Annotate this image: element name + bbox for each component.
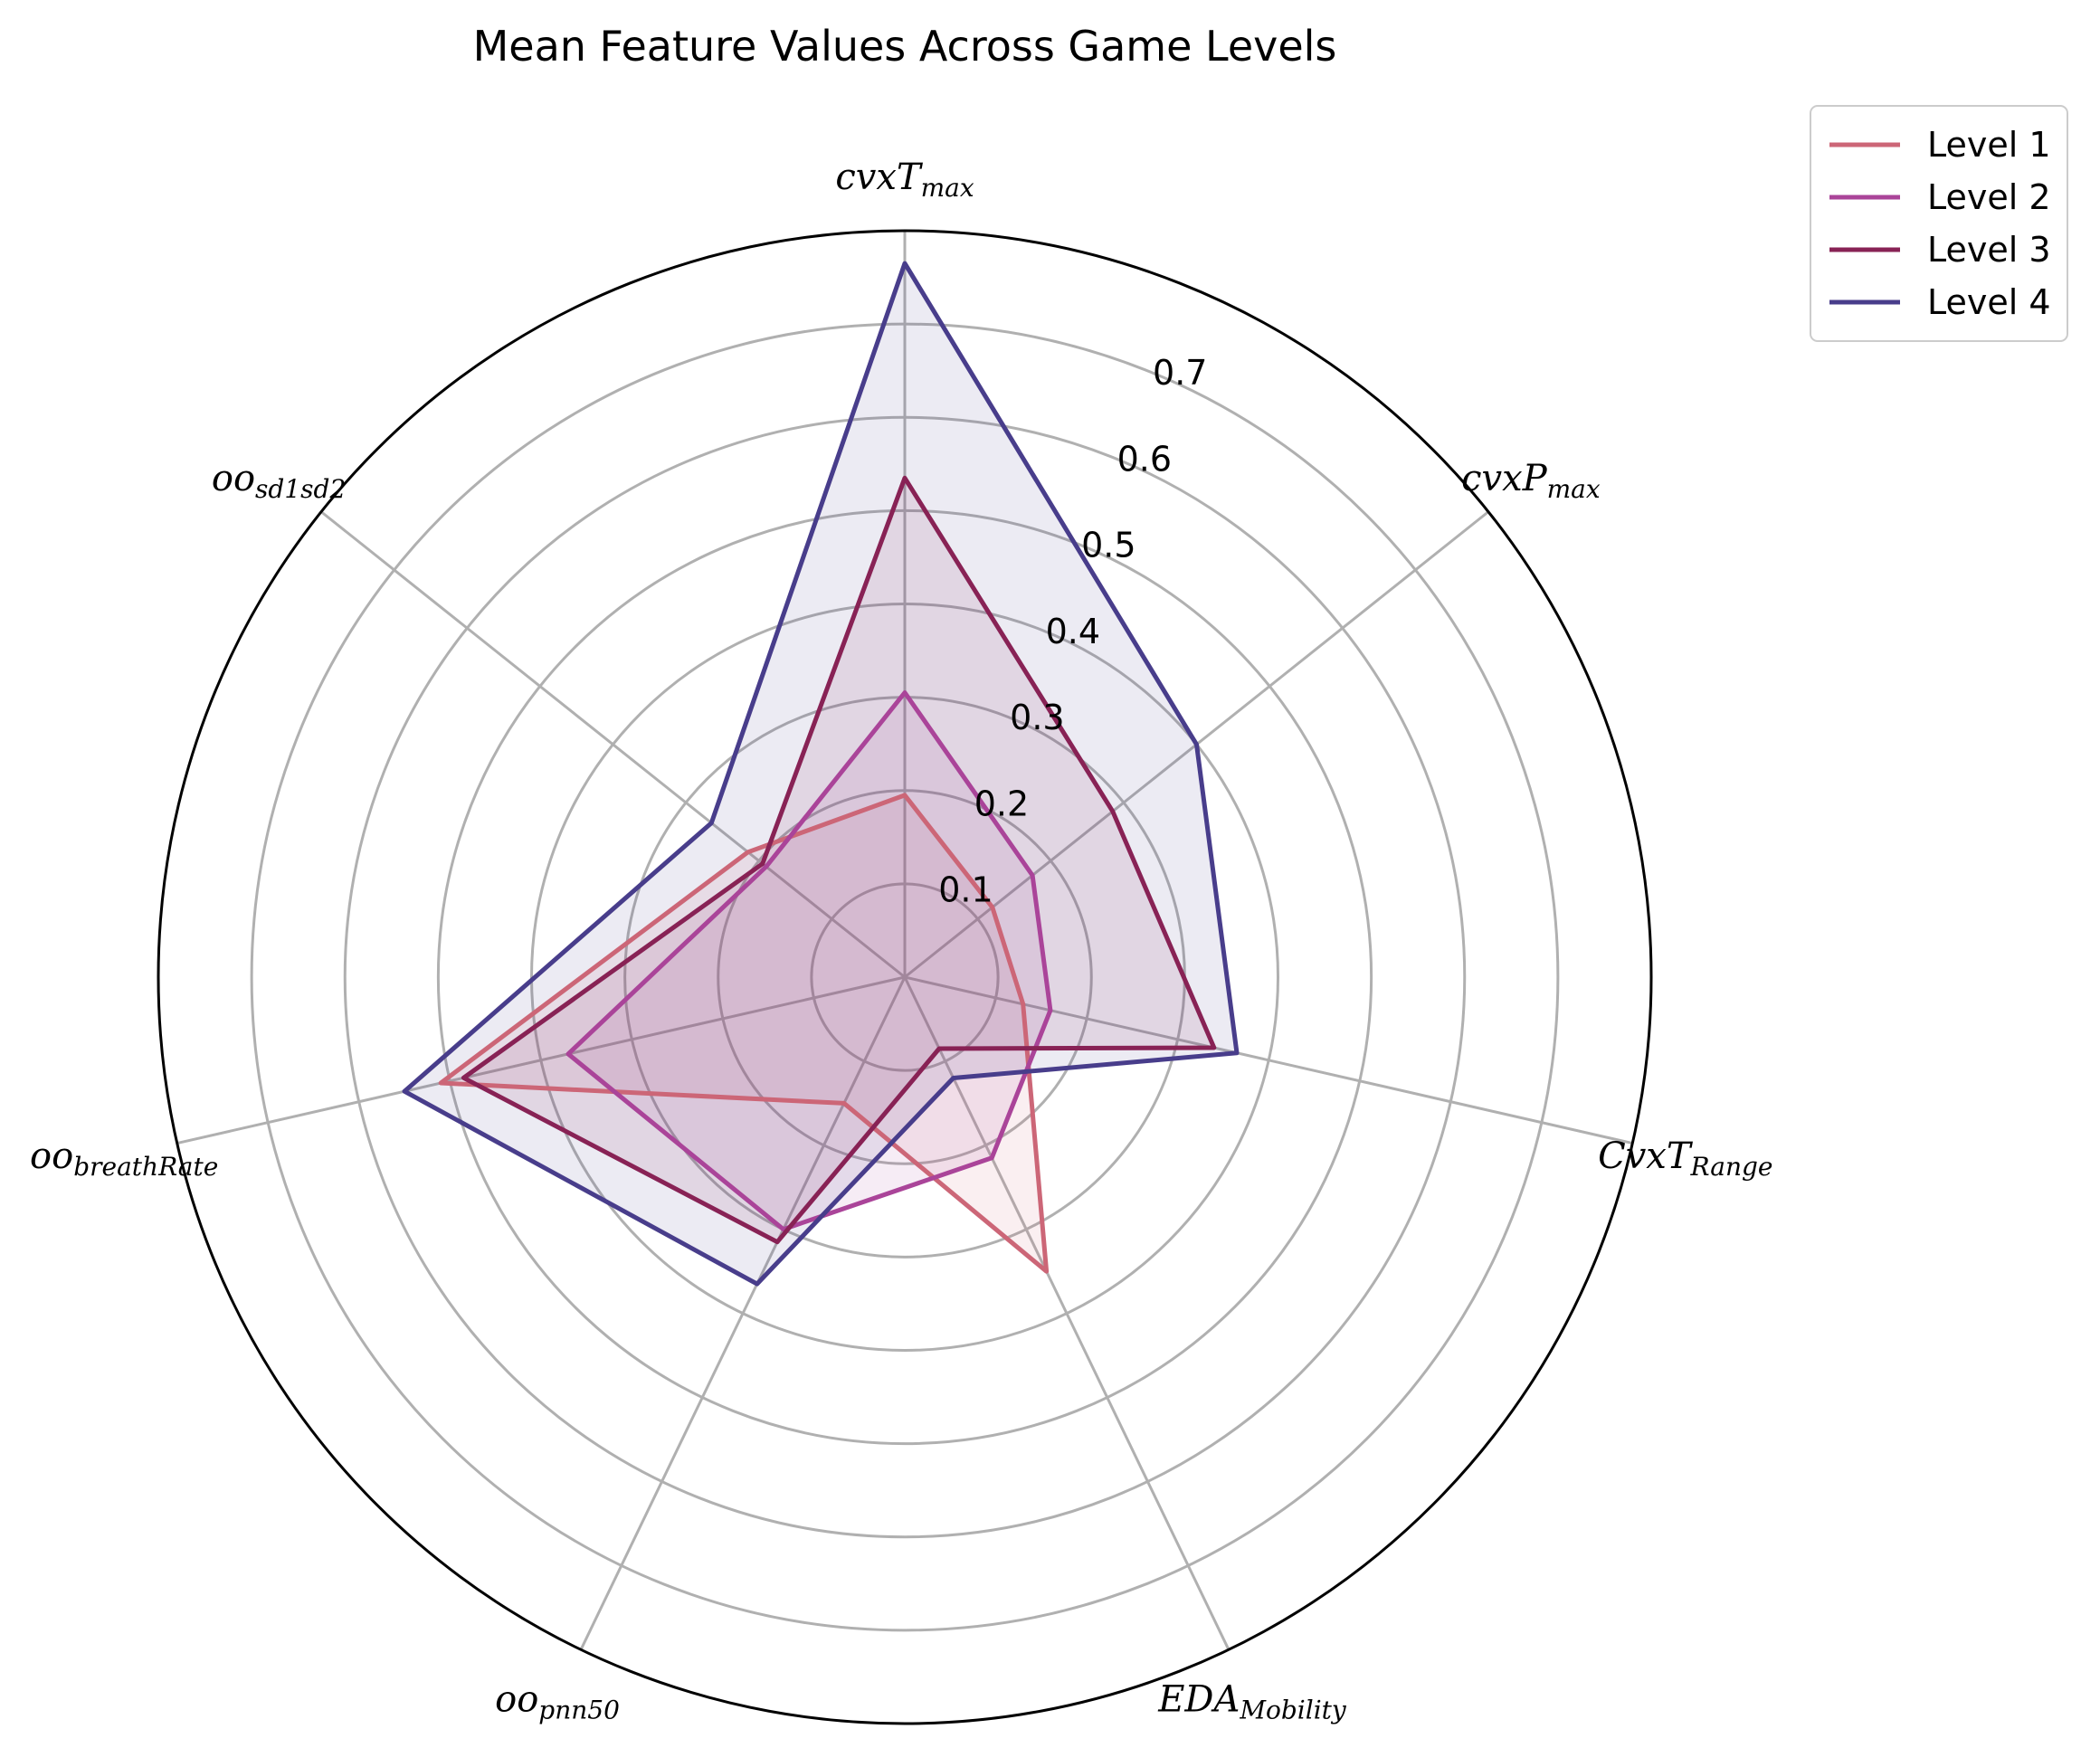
radar-grid <box>157 229 1653 1725</box>
axis-label: CvxTRange <box>1598 1135 1772 1182</box>
chart-title: Mean Feature Values Across Game Levels <box>473 22 1337 71</box>
axis-label: cvxTmax <box>835 157 974 203</box>
grid-spoke <box>579 976 907 1650</box>
series-line-level-1 <box>438 793 1050 1274</box>
grid-spoke <box>904 975 1633 1145</box>
legend: Level 1 Level 2 Level 3 Level 4 <box>1810 105 2068 342</box>
grid-spoke <box>320 510 906 979</box>
series-line-level-3 <box>461 475 1217 1245</box>
legend-box <box>1810 105 2068 342</box>
axis-label: oopnn50 <box>495 1678 620 1724</box>
axis-labels: cvxTmax cvxPmax CvxTRange EDAMobility oopnn5… <box>30 157 1772 1724</box>
series-line-level-4 <box>402 261 1240 1287</box>
series-fills <box>404 263 1237 1285</box>
legend-label-level-4: Level 4 <box>1927 282 2051 322</box>
axis-label: oosd1sd2 <box>212 458 346 504</box>
grid-spoke <box>903 976 1231 1650</box>
series-fill-level-3 <box>463 478 1214 1242</box>
legend-label-level-3: Level 3 <box>1927 230 2051 270</box>
series-fill-level-1 <box>441 794 1047 1272</box>
series-fill-level-4 <box>404 263 1237 1285</box>
r-tick-label: 0.6 <box>1117 439 1172 479</box>
axis-label: oobreathRate <box>30 1135 218 1182</box>
legend-label-level-1: Level 1 <box>1927 125 2051 165</box>
series-line-level-2 <box>565 690 1053 1232</box>
axis-label: EDAMobility <box>1157 1678 1347 1724</box>
r-tick-label: 0.4 <box>1046 612 1100 651</box>
series-lines <box>402 261 1240 1287</box>
r-tick-label: 0.3 <box>1010 698 1064 737</box>
axis-label: cvxPmax <box>1461 458 1601 504</box>
grid-spoke <box>176 975 906 1145</box>
radial-tick-labels: 0.1 0.2 0.3 0.4 0.5 0.6 0.7 <box>938 353 1207 910</box>
r-tick-label: 0.7 <box>1153 353 1207 393</box>
r-tick-label: 0.5 <box>1081 526 1136 565</box>
polar-frame <box>157 229 1653 1725</box>
r-tick-label: 0.1 <box>938 870 993 910</box>
r-tick-label: 0.2 <box>974 784 1029 823</box>
legend-label-level-2: Level 2 <box>1927 177 2051 217</box>
